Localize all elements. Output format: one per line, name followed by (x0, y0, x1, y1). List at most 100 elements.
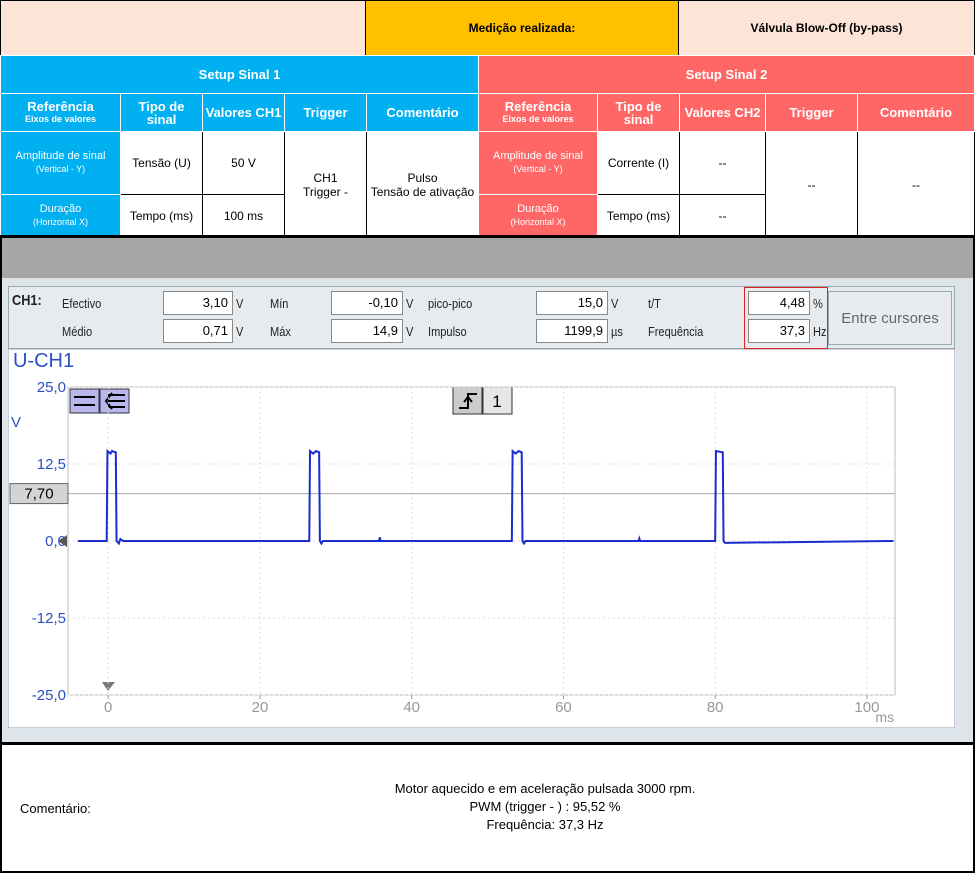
comment-label: Comentário: (20, 801, 91, 816)
header-sub: Eixos de valores (24, 113, 97, 124)
setup-2: Setup Sinal 2 Referência Eixos de valores… (478, 55, 975, 238)
measurement-unit: V (236, 296, 244, 311)
column-header: Valores CH1 (202, 93, 285, 132)
row-header: Amplitude de sinal (Vertical - Y) (478, 131, 598, 195)
measurement-unit: Hz (813, 324, 827, 339)
row-sub: (Horizontal X) (32, 217, 88, 227)
measurement-value: 15,0 (536, 291, 608, 315)
x-axis-label: ms (875, 709, 894, 725)
trigger-time-marker (102, 682, 115, 691)
scale-icons: 1 (69, 386, 513, 415)
comment-cell: -- (857, 131, 975, 238)
header-blank (0, 0, 366, 56)
header-text: Referência (504, 98, 572, 114)
header-text: Referência (27, 98, 94, 114)
column-header: Trigger (284, 93, 367, 132)
cell: 50 V (202, 131, 285, 195)
row-sub: (Horizontal X) (510, 217, 566, 227)
measurement-label: Efectivo (62, 296, 102, 311)
measurement-label: Máx (270, 324, 291, 339)
cell: Tempo (ms) (120, 194, 203, 238)
measurement-label: Médio (62, 324, 93, 339)
measurement-unit: V (406, 324, 414, 339)
row-header: Amplitude de sinal (Vertical - Y) (0, 131, 121, 195)
y-tick-label: -12,5 (32, 610, 66, 627)
measurement-value: 0,71 (163, 319, 233, 343)
column-header: Referência Eixos de valores (478, 93, 598, 132)
row-sub: (Vertical - Y) (513, 164, 563, 174)
column-header: Tipo de sinal (120, 93, 203, 132)
cell: -- (679, 131, 766, 195)
marks (77, 448, 894, 546)
cell: Corrente (I) (597, 131, 680, 195)
x-tick-label: 40 (403, 699, 420, 716)
column-header: Trigger (765, 93, 858, 132)
x-tick-label: 20 (252, 699, 269, 716)
cell-line: CH1 (313, 170, 338, 185)
trigger-cell: -- (765, 131, 858, 238)
column-header: Referência Eixos de valores (0, 93, 121, 132)
row-sub: (Vertical - Y) (35, 164, 86, 174)
column-header: Comentário (857, 93, 975, 132)
row-text: Duração (39, 203, 82, 215)
cell-line: Pulso (407, 170, 438, 185)
x-tick-label: 100 (854, 699, 879, 716)
measurement-unit: V (611, 296, 619, 311)
comment-line: PWM (trigger - ) : 95,52 % (469, 799, 621, 814)
cursor-button[interactable]: Entre cursores (828, 291, 952, 345)
measurement-value: 14,9 (331, 319, 403, 343)
signal-trace (77, 448, 894, 546)
column-header: Valores CH2 (679, 93, 766, 132)
cell-line: Tensão de ativação (370, 184, 475, 199)
x-tick-label: 80 (707, 699, 724, 716)
chart-title: U-CH1 (13, 350, 74, 372)
scope-plot: U-CH1 V ms 1 0 20 40 60 80 100 25,0 12,5 0,0 -12,… (8, 349, 955, 728)
cell: 100 ms (202, 194, 285, 238)
trigger-cell: CH1 Trigger - (284, 131, 367, 238)
comment-text: Motor aquecido e em aceleração pulsada 3… (200, 780, 890, 834)
measurement-value: 37,3 (748, 319, 810, 343)
column-header: Tipo de sinal (597, 93, 680, 132)
y-axis-label: V (11, 414, 21, 431)
channel-label: CH1: (12, 292, 42, 309)
setup-title: Setup Sinal 1 (0, 55, 479, 94)
row-header: Duração (Horizontal X) (0, 194, 121, 238)
trigger-level-label: 7,70 (24, 486, 53, 503)
cell: -- (679, 194, 766, 238)
row-header: Duração (Horizontal X) (478, 194, 598, 238)
grid: 0 20 40 60 80 100 25,0 12,5 0,0 -12,5 -25,0 7,70 (9, 379, 896, 716)
column-header: Comentário (366, 93, 479, 132)
measurement-value: 1199,9 (536, 319, 608, 343)
measurement-unit: % (813, 296, 823, 311)
trigger-level-box (9, 483, 69, 505)
measurement-label: Frequência (648, 324, 704, 339)
icon-line (104, 392, 125, 410)
zero-marker (58, 535, 67, 547)
cell-line: Trigger - (303, 184, 348, 199)
setup-table: Setup Sinal 1 Referência Eixos de valores… (0, 55, 479, 238)
comment-line: Frequência: 37,3 Hz (486, 817, 604, 832)
measurement-value: 4,48 (748, 291, 810, 315)
measurement-label: t/T (648, 296, 661, 311)
row-text: Amplitude de sinal (493, 150, 583, 162)
trigger-channel: 1 (492, 392, 501, 411)
cell: Tensão (U) (120, 131, 203, 195)
x-tick-label: 60 (555, 699, 572, 716)
comment-cell: Pulso Tensão de ativação (366, 131, 479, 238)
header-sub: Eixos de valores (502, 113, 574, 124)
y-tick-label: 25,0 (37, 379, 66, 396)
measurement-unit: µs (611, 324, 623, 339)
measurement-label: Impulso (428, 324, 467, 339)
setup-table: Setup Sinal 2 Referência Eixos de valores… (478, 55, 975, 238)
measurement-value: -0,10 (331, 291, 403, 315)
icon (69, 388, 100, 414)
row-text: Duração (517, 203, 559, 215)
setup-1: Setup Sinal 1 Referência Eixos de valores… (0, 55, 479, 238)
measurement-unit: V (236, 324, 244, 339)
setup-title: Setup Sinal 2 (478, 55, 975, 94)
comment-section (0, 742, 975, 873)
x-tick-label: 0 (104, 699, 112, 716)
cell: Tempo (ms) (597, 194, 680, 238)
measurement-value: Válvula Blow-Off (by-pass) (678, 0, 975, 56)
